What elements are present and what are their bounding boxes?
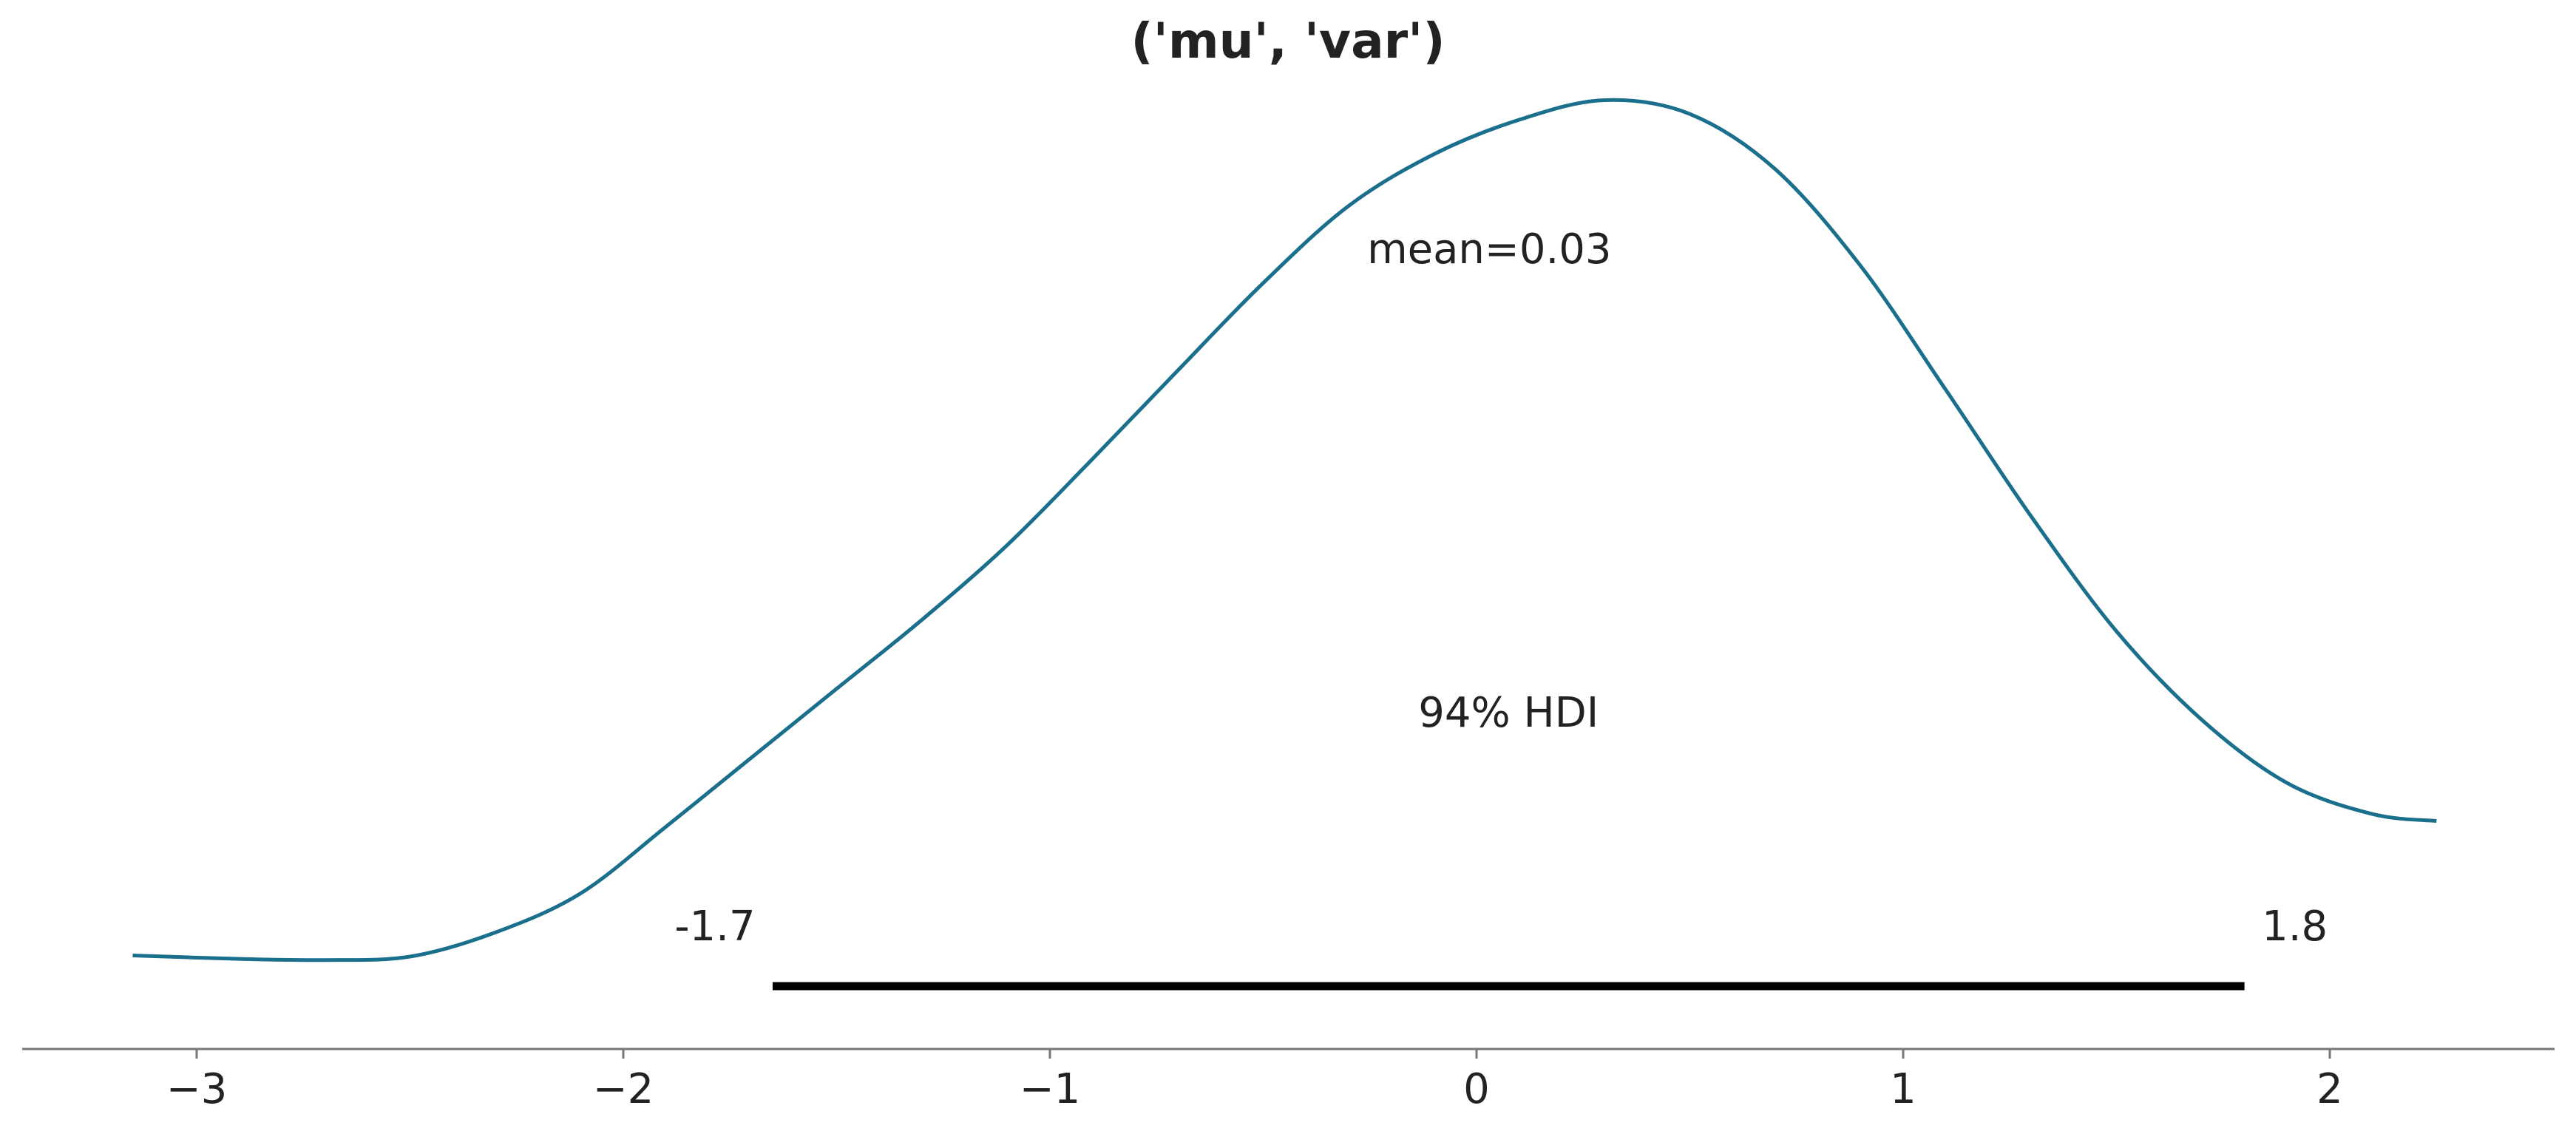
x-tick-label: 0 [1463, 1065, 1490, 1113]
x-axis-ticks: −3 −2 −1 0 1 2 [166, 1049, 2343, 1113]
density-curve [132, 98, 2437, 962]
x-tick-label: 1 [1890, 1065, 1916, 1113]
x-tick-label: −3 [166, 1065, 228, 1113]
x-tick-label: −1 [1020, 1065, 1081, 1113]
x-tick-label: −2 [593, 1065, 654, 1113]
hdi-lower-label: -1.7 [674, 903, 755, 951]
mean-label: mean=0.03 [1367, 225, 1611, 274]
hdi-label: 94% HDI [1418, 689, 1599, 737]
hdi-upper-label: 1.8 [2262, 903, 2328, 951]
x-tick-label: 2 [2316, 1065, 2343, 1113]
chart-title: ('mu', 'var') [1131, 13, 1445, 69]
